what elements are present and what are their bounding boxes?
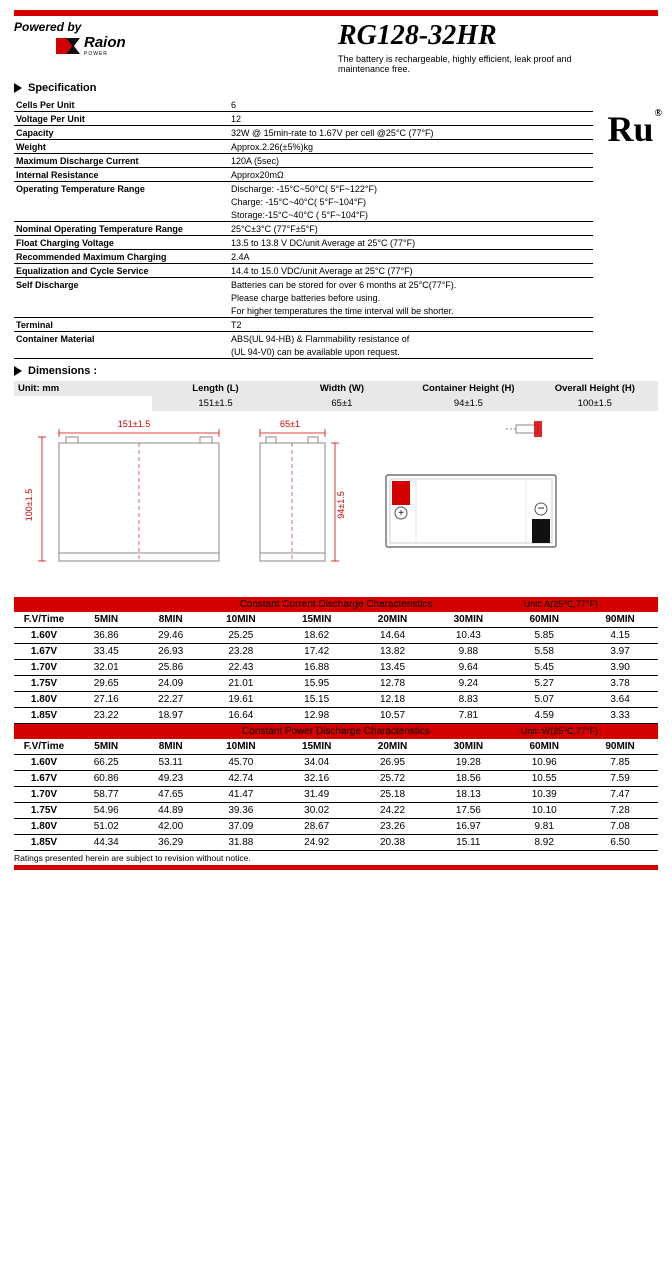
raion-logo-icon (54, 36, 82, 56)
spec-label: Float Charging Voltage (14, 236, 229, 250)
svg-text:+: + (398, 508, 404, 519)
spec-value: Storage:-15°C~40°C ( 5°F~104°F) (229, 208, 593, 222)
svg-text:−: − (537, 501, 544, 515)
spec-label (14, 345, 229, 359)
spec-value: Please charge batteries before using. (229, 291, 593, 304)
spec-value: 6 (229, 98, 593, 112)
spec-value: ABS(UL 94-HB) & Flammability resistance … (229, 332, 593, 346)
spec-label: Equalization and Cycle Service (14, 264, 229, 278)
spec-label (14, 291, 229, 304)
spec-value: T2 (229, 318, 593, 332)
spec-value: Approx.2.26(±5%)kg (229, 140, 593, 154)
discharge-table-power: F.V/Time5MIN8MIN10MIN15MIN20MIN30MIN60MI… (14, 739, 658, 851)
logo-subtext: POWER (84, 51, 126, 57)
logo-text: Raion (84, 34, 126, 51)
spec-title: Specification (28, 82, 96, 94)
spec-label: Container Material (14, 332, 229, 346)
title-block: RG128-32HR The battery is rechargeable, … (338, 20, 598, 74)
table1-title: Constant Current Discharge Characteristi… (240, 599, 433, 610)
table2-title: Constant Power Discharge Characteristics (242, 726, 430, 737)
spec-value: 12 (229, 112, 593, 126)
spec-label: Capacity (14, 126, 229, 140)
top-view-drawing: + − (366, 415, 576, 585)
spec-label: Terminal (14, 318, 229, 332)
svg-text:94±1.5: 94±1.5 (336, 491, 346, 518)
raion-logo: Raion POWER (54, 34, 126, 57)
table1-unit: Unit: A(25℃,77°F) (524, 599, 598, 610)
spec-label: Cells Per Unit (14, 98, 229, 112)
table2-title-bar: Constant Power Discharge Characteristics… (14, 724, 658, 739)
spec-table: Cells Per Unit6Voltage Per Unit12Capacit… (14, 98, 593, 359)
dimensions-value-row: 151±1.5 65±1 94±1.5 100±1.5 (14, 396, 658, 411)
dimension-drawings: 151±1.5 100±1.5 65±1 (14, 417, 658, 587)
spec-label (14, 304, 229, 318)
spec-label: Weight (14, 140, 229, 154)
ul-certification-mark: Ru® (603, 108, 658, 150)
svg-text:100±1.5: 100±1.5 (24, 489, 34, 521)
spec-value: Approx20mΩ (229, 168, 593, 182)
spec-value: 14.4 to 15.0 VDC/unit Average at 25°C (7… (229, 264, 593, 278)
header: Powered by Raion POWER RG128-32HR The ba… (14, 20, 658, 74)
front-view-drawing: 151±1.5 100±1.5 (14, 415, 234, 585)
model-number: RG128-32HR (338, 20, 598, 52)
powered-by-label: Powered by (14, 20, 126, 34)
table1-title-bar: Constant Current Discharge Characteristi… (14, 597, 658, 612)
top-red-bar (14, 10, 658, 16)
spec-value: 25°C±3°C (77°F±5°F) (229, 222, 593, 236)
spec-value: 120A (5sec) (229, 154, 593, 168)
dimensions-header-row: Unit: mm Length (L) Width (W) Container … (14, 381, 658, 396)
svg-text:151±1.5: 151±1.5 (118, 419, 150, 429)
spec-label: Self Discharge (14, 278, 229, 292)
spec-value: 32W @ 15min-rate to 1.67V per cell @25°C… (229, 126, 593, 140)
spec-label: Voltage Per Unit (14, 112, 229, 126)
spec-value: (UL 94-V0) can be available upon request… (229, 345, 593, 359)
dimensions-header: Dimensions : (14, 365, 658, 377)
spec-section-header: Specification (14, 82, 658, 94)
spec-value: For higher temperatures the time interva… (229, 304, 593, 318)
spec-label (14, 195, 229, 208)
triangle-icon (14, 83, 22, 93)
bottom-red-bar (14, 865, 658, 870)
spec-label: Nominal Operating Temperature Range (14, 222, 229, 236)
tagline: The battery is rechargeable, highly effi… (338, 54, 598, 74)
dimensions-title: Dimensions : (28, 365, 97, 377)
spec-value: 2.4A (229, 250, 593, 264)
spec-label (14, 208, 229, 222)
spec-value: 13.5 to 13.8 V DC/unit Average at 25°C (… (229, 236, 593, 250)
spec-label: Recommended Maximum Charging (14, 250, 229, 264)
spec-value: Charge: -15°C~40°C( 5°F~104°F) (229, 195, 593, 208)
side-view-drawing: 65±1 94±1.5 (240, 415, 360, 585)
spec-label: Operating Temperature Range (14, 182, 229, 196)
footnote: Ratings presented herein are subject to … (14, 853, 658, 863)
dim-unit: Unit: mm (14, 381, 152, 396)
svg-text:65±1: 65±1 (280, 419, 300, 429)
spec-label: Maximum Discharge Current (14, 154, 229, 168)
spec-label: Internal Resistance (14, 168, 229, 182)
table2-unit: Unit: W(25℃,77°F) (521, 726, 598, 737)
spec-value: Batteries can be stored for over 6 month… (229, 278, 593, 292)
discharge-table-current: F.V/Time5MIN8MIN10MIN15MIN20MIN30MIN60MI… (14, 612, 658, 724)
spec-value: Discharge: -15°C~50°C( 5°F~122°F) (229, 182, 593, 196)
triangle-icon (14, 366, 22, 376)
